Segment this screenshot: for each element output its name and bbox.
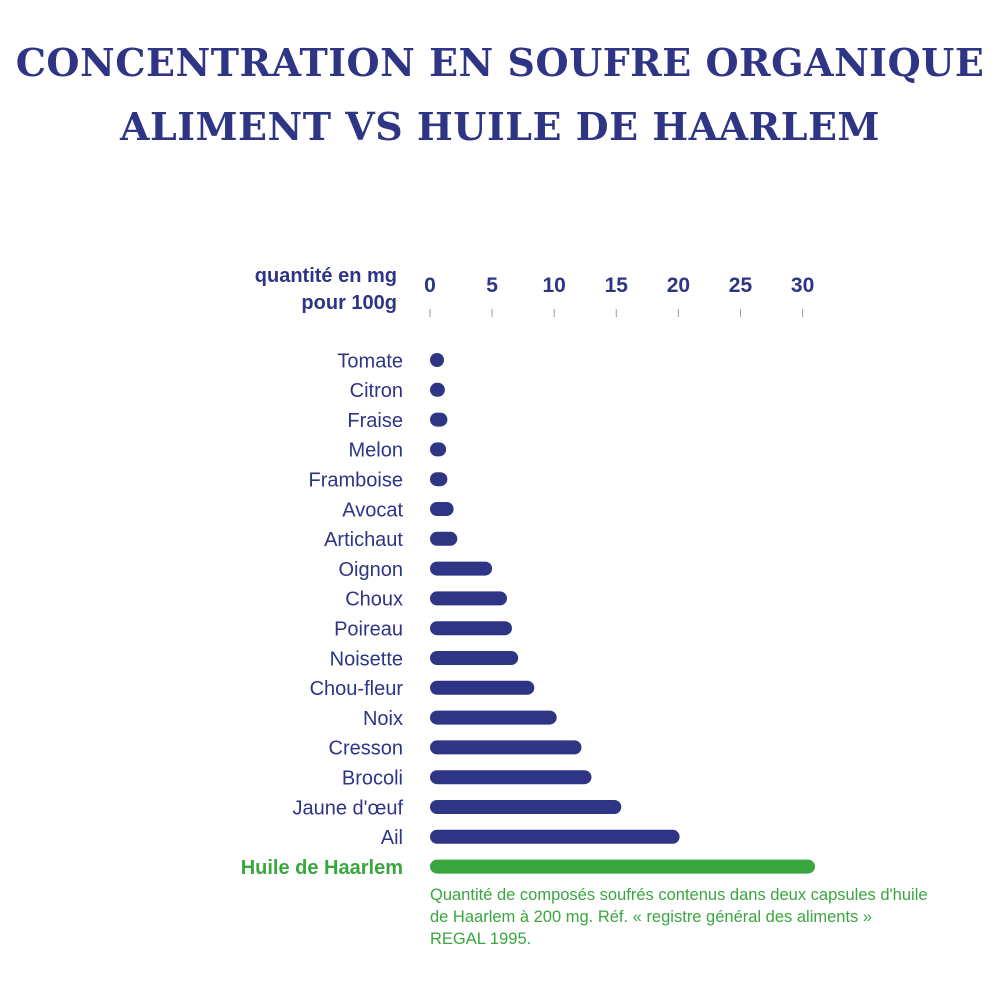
category-label: Brocoli (342, 767, 403, 789)
category-label: Citron (350, 380, 403, 402)
bar (430, 800, 622, 814)
category-label: Avocat (342, 499, 403, 521)
bar (430, 353, 444, 367)
bar (430, 561, 493, 576)
bar (430, 770, 592, 785)
x-tick-label: 20 (667, 274, 690, 297)
category-label: Cresson (329, 738, 403, 760)
bar (430, 591, 507, 606)
x-tick-label: 25 (729, 274, 753, 297)
bar (430, 502, 454, 516)
category-label: Poireau (334, 618, 403, 640)
axis-label-line-1: quantité en mg (255, 265, 397, 287)
bar (430, 531, 458, 546)
category-label: Tomate (337, 350, 403, 372)
bar (430, 472, 448, 487)
category-label: Fraise (347, 410, 403, 432)
bar (430, 442, 447, 457)
source-note: Quantité de composés soufrés contenus da… (430, 886, 928, 948)
x-axis-ticks: 0 5 10 15 20 25 30 (424, 274, 814, 317)
axis-label-line-2: pour 100g (301, 292, 397, 314)
category-label: Framboise (309, 469, 403, 491)
x-tick-label: 10 (543, 274, 566, 297)
category-label: Oignon (339, 559, 404, 581)
chart-title-line-1: CONCENTRATION EN SOUFRE ORGANIQUE (15, 40, 985, 85)
bar (430, 710, 557, 725)
bars-group (430, 353, 815, 874)
category-label: Noisette (330, 648, 403, 670)
x-tick-label: 5 (486, 274, 498, 297)
chart-title-line-2: ALIMENT VS HUILE DE HAARLEM (120, 104, 880, 149)
category-label: Ail (381, 827, 403, 849)
highlight-category-label: Huile de Haarlem (241, 857, 403, 879)
bar (430, 412, 448, 427)
category-label: Melon (349, 440, 403, 462)
x-tick-label: 0 (424, 274, 436, 297)
bar (430, 621, 512, 636)
x-tick-label: 30 (791, 274, 814, 297)
x-tick-label: 15 (605, 274, 629, 297)
bar (430, 829, 680, 844)
category-label: Jaune d'œuf (292, 797, 403, 819)
category-label: Chou-fleur (310, 678, 404, 700)
bar (430, 651, 519, 665)
category-label: Choux (345, 589, 403, 611)
highlight-bar (430, 859, 815, 874)
bar (430, 740, 582, 755)
bar (430, 382, 445, 397)
category-label: Artichaut (324, 529, 403, 551)
category-labels-group: Tomate Citron Fraise Melon Framboise Avocat Ar… (241, 350, 404, 879)
category-label: Noix (363, 708, 403, 730)
bar (430, 680, 535, 695)
